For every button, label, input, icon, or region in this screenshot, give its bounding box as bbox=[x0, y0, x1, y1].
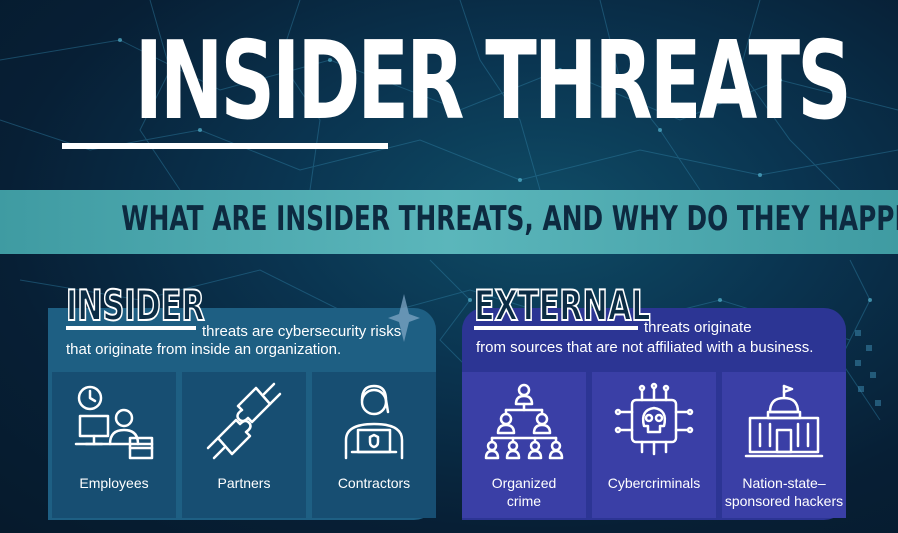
external-description-line2: from sources that are not affiliated wit… bbox=[476, 339, 814, 356]
government-building-icon bbox=[744, 384, 824, 458]
card-partners: Partners bbox=[182, 372, 306, 518]
card-label: Cybercriminals bbox=[607, 475, 701, 491]
external-description-line1: threats originate bbox=[644, 319, 752, 336]
card-label-line1: Nation-state– bbox=[742, 475, 826, 491]
card-cybercriminals: Cybercriminals bbox=[592, 372, 716, 518]
card-employees: Employees bbox=[52, 372, 176, 518]
skull-chip-icon bbox=[614, 382, 694, 456]
card-label-line1: Organized bbox=[491, 475, 557, 491]
card-label: Employees bbox=[79, 475, 149, 491]
contractor-laptop-icon bbox=[344, 384, 404, 460]
card-label-line2: crime bbox=[506, 493, 542, 509]
subtitle-banner: WHAT ARE INSIDER THREATS, AND WHY DO THE… bbox=[0, 190, 898, 254]
external-heading: EXTERNAL bbox=[473, 281, 651, 330]
puzzle-handshake-icon bbox=[206, 382, 282, 460]
external-underline bbox=[474, 326, 638, 330]
sparkle-icon bbox=[388, 294, 420, 342]
employee-desk-icon bbox=[74, 385, 154, 460]
insider-heading: INSIDER bbox=[65, 281, 205, 330]
title-underline bbox=[62, 143, 388, 149]
insider-description-line1: threats are cybersecurity risks bbox=[202, 323, 402, 340]
insider-underline bbox=[66, 326, 196, 330]
banner-text: WHAT ARE INSIDER THREATS, AND WHY DO THE… bbox=[121, 199, 898, 239]
card-contractors: Contractors bbox=[312, 372, 436, 518]
page-title: INSIDER THREATS bbox=[134, 19, 852, 144]
card-organized-crime: Organized crime bbox=[462, 372, 586, 518]
org-chart-icon bbox=[484, 383, 564, 460]
card-label: Partners bbox=[217, 475, 271, 491]
card-nation-state: Nation-state– sponsored hackers bbox=[722, 372, 846, 518]
card-label: Contractors bbox=[337, 475, 411, 491]
card-label-line2: sponsored hackers bbox=[724, 493, 844, 509]
insider-description-line2: that originate from inside an organizati… bbox=[66, 341, 342, 358]
